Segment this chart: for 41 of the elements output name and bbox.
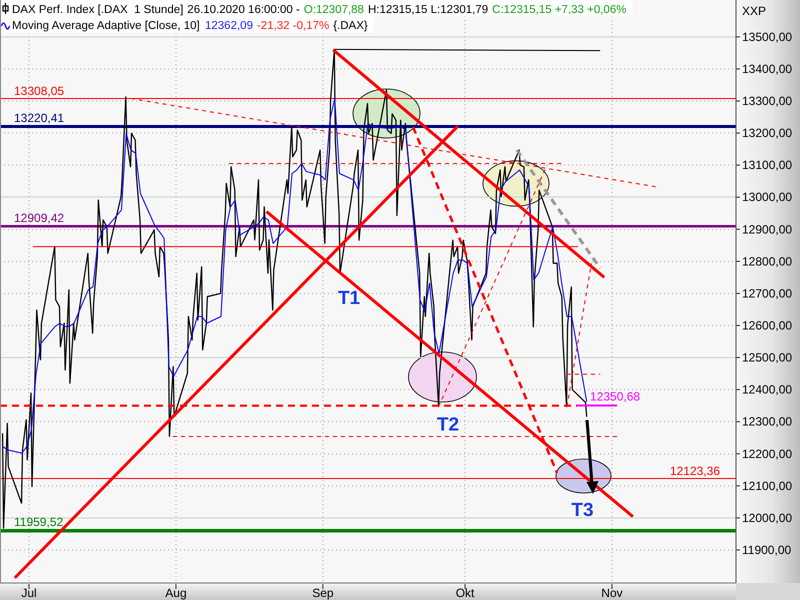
y-tick-label: 13100,00 <box>742 158 792 172</box>
annotation: {.DAX} <box>333 20 368 32</box>
ref-line-label: 12123,36 <box>670 464 720 478</box>
ref-line-label: 13220,41 <box>14 111 64 126</box>
x-tick-label: Sep <box>312 586 334 600</box>
annotation: 26.10.2020 16:00:00 - <box>187 4 300 16</box>
y-tick-label: 12600,00 <box>742 318 792 332</box>
y-tick-label: 12300,00 <box>742 414 792 429</box>
annotation: 12362,09 <box>205 20 253 32</box>
y-tick-label: 11900,00 <box>742 542 792 557</box>
y-tick-label: 12700,00 <box>742 286 792 300</box>
y-tick-label: 12500,00 <box>742 350 792 365</box>
annotation: O:12307,88 <box>304 4 364 16</box>
legend-label: DAX Perf. Index [.DAX 1 Stunde] <box>12 4 184 16</box>
y-tick-label: 12200,00 <box>742 446 792 461</box>
y-tick-label: 13400,00 <box>742 62 792 76</box>
y-tick-label: 13500,00 <box>742 30 792 44</box>
y-axis-title: XXP <box>742 4 766 18</box>
y-tick-label: 12000,00 <box>742 510 792 525</box>
x-tick-label: Okt <box>456 586 476 600</box>
ref-line-label: 11959,52 <box>14 515 64 530</box>
annotation: -21,32 -0,17% <box>256 20 330 32</box>
ref-line-label: 12909,42 <box>14 211 64 226</box>
x-tick-label: Aug <box>165 586 187 600</box>
ref-line-label: 13308,05 <box>14 84 64 98</box>
x-tick-label: Nov <box>601 586 623 600</box>
annotation: H:12315,15 L:12301,79 <box>368 4 488 16</box>
y-tick-label: 13300,00 <box>742 94 792 108</box>
y-tick-label: 13200,00 <box>742 126 792 140</box>
y-tick-label: 12800,00 <box>742 254 792 268</box>
legend-label: Moving Average Adaptive [Close, 10] <box>12 20 200 32</box>
annotation: T2 <box>436 414 460 436</box>
y-tick-label: 12400,00 <box>742 382 792 397</box>
y-tick-label: 13000,00 <box>742 190 792 204</box>
y-tick-label: 12900,00 <box>742 222 792 236</box>
annotation: T3 <box>571 500 594 521</box>
y-tick-label: 12100,00 <box>742 478 792 493</box>
x-tick-label: Jul <box>21 586 37 600</box>
annotation: T1 <box>338 288 361 310</box>
annotation: 12350,68 <box>590 389 640 404</box>
annotation: C:12315,15 +7,33 +0,06% <box>492 4 626 16</box>
